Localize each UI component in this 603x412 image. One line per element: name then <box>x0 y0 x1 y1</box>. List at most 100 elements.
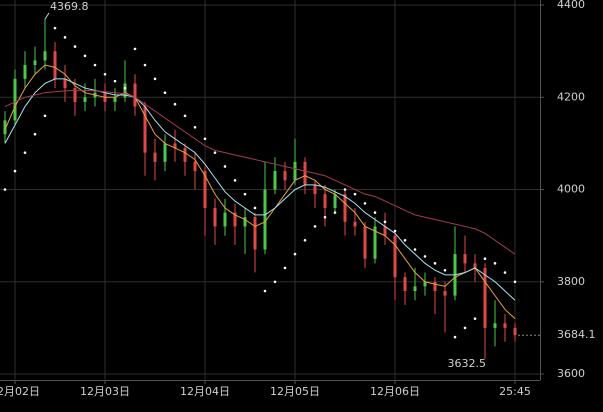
sar-dot <box>53 26 57 30</box>
sar-dot <box>103 72 107 76</box>
candle-body <box>403 277 407 291</box>
sar-dot <box>363 202 367 205</box>
candle-body <box>413 286 417 291</box>
sar-dot <box>303 238 307 242</box>
candle-body <box>23 65 27 79</box>
sar-dot <box>173 102 177 106</box>
sar-dot <box>153 77 157 81</box>
sar-dot <box>263 289 267 293</box>
candle-body <box>3 120 7 135</box>
moving-average-line <box>4 64 516 320</box>
sar-dot <box>313 225 317 228</box>
candle-body <box>323 194 327 208</box>
max-label: 4369.8 <box>50 0 89 13</box>
sar-dot <box>413 248 417 251</box>
y-tick-label: 4400 <box>557 0 585 11</box>
candle-body <box>123 83 127 98</box>
sar-dot <box>373 211 377 214</box>
y-tick-label: 3800 <box>557 275 585 288</box>
candle-body <box>193 161 197 172</box>
sar-dot <box>143 63 147 67</box>
candle-body <box>463 254 467 264</box>
candle-body <box>133 83 137 107</box>
candle-body <box>383 226 387 236</box>
sar-dot <box>323 215 327 219</box>
sar-dot <box>333 211 337 214</box>
sar-dot <box>123 86 127 90</box>
sar-dot <box>453 335 457 339</box>
candle-body <box>423 281 427 287</box>
sar-dot <box>423 255 427 258</box>
sar-dot <box>93 63 97 67</box>
candle-body <box>53 51 57 79</box>
candle-body <box>263 189 267 250</box>
candle-body <box>143 106 147 153</box>
sar-dot <box>483 257 487 261</box>
candle-body <box>223 212 227 227</box>
moving-average-line <box>4 78 516 301</box>
candle-body <box>183 148 187 162</box>
sar-dot <box>393 229 397 233</box>
candle-body <box>293 161 297 181</box>
sar-dot <box>513 280 517 284</box>
sar-dot <box>343 188 347 191</box>
sar-dot <box>353 192 357 196</box>
candle-body <box>473 263 477 268</box>
candle-body <box>233 212 237 227</box>
y-tick-label: 4000 <box>557 183 585 196</box>
last-price-label: 3684.1 <box>557 328 596 341</box>
candle-body <box>203 171 207 208</box>
sar-dot <box>183 114 187 118</box>
candle-body <box>283 171 287 181</box>
candle-body <box>243 217 247 227</box>
candle-body <box>173 143 177 149</box>
sar-dot <box>3 188 7 191</box>
candle-body <box>33 60 37 66</box>
sar-dot <box>33 132 37 136</box>
x-tick-label: 12月04日 <box>180 385 230 398</box>
sar-dot <box>223 165 227 168</box>
sar-dot <box>433 262 437 265</box>
sar-dot <box>253 206 257 210</box>
sar-dot <box>233 179 237 182</box>
sar-dot <box>273 280 277 284</box>
min-label: 3632.5 <box>448 357 487 370</box>
sar-dot <box>403 238 407 242</box>
candle-body <box>393 235 397 278</box>
candle-body <box>113 97 117 102</box>
x-tick-label: 12月02日 <box>0 385 40 398</box>
candle-body <box>433 281 437 291</box>
last-price-box <box>541 327 603 344</box>
sar-dot <box>463 326 467 330</box>
candle-body <box>353 221 357 227</box>
sar-dot <box>503 271 507 274</box>
sar-dot <box>73 45 77 48</box>
sar-dot <box>113 79 117 83</box>
sar-dot <box>293 252 297 256</box>
sar-dot <box>243 192 247 196</box>
sar-dot <box>13 169 17 173</box>
candle-body <box>513 327 517 336</box>
x-tick-label: 12月05日 <box>270 385 320 398</box>
sar-dot <box>383 220 387 224</box>
y-tick-label: 3600 <box>557 367 585 380</box>
candle-body <box>83 97 87 102</box>
candle-body <box>343 194 347 222</box>
candle-body <box>483 267 487 328</box>
candle-body <box>153 152 157 162</box>
sar-dot <box>63 36 67 39</box>
sar-dot <box>83 54 87 58</box>
sar-dot <box>43 114 47 118</box>
candle-body <box>333 194 337 208</box>
sar-dot <box>163 91 167 94</box>
candle-body <box>303 161 307 185</box>
max-marker <box>44 12 50 20</box>
candle-body <box>373 226 377 259</box>
sar-dot <box>133 47 137 51</box>
sar-dot <box>473 317 477 320</box>
candle-body <box>213 207 217 227</box>
candle-body <box>73 88 77 102</box>
candle-body <box>43 51 47 61</box>
